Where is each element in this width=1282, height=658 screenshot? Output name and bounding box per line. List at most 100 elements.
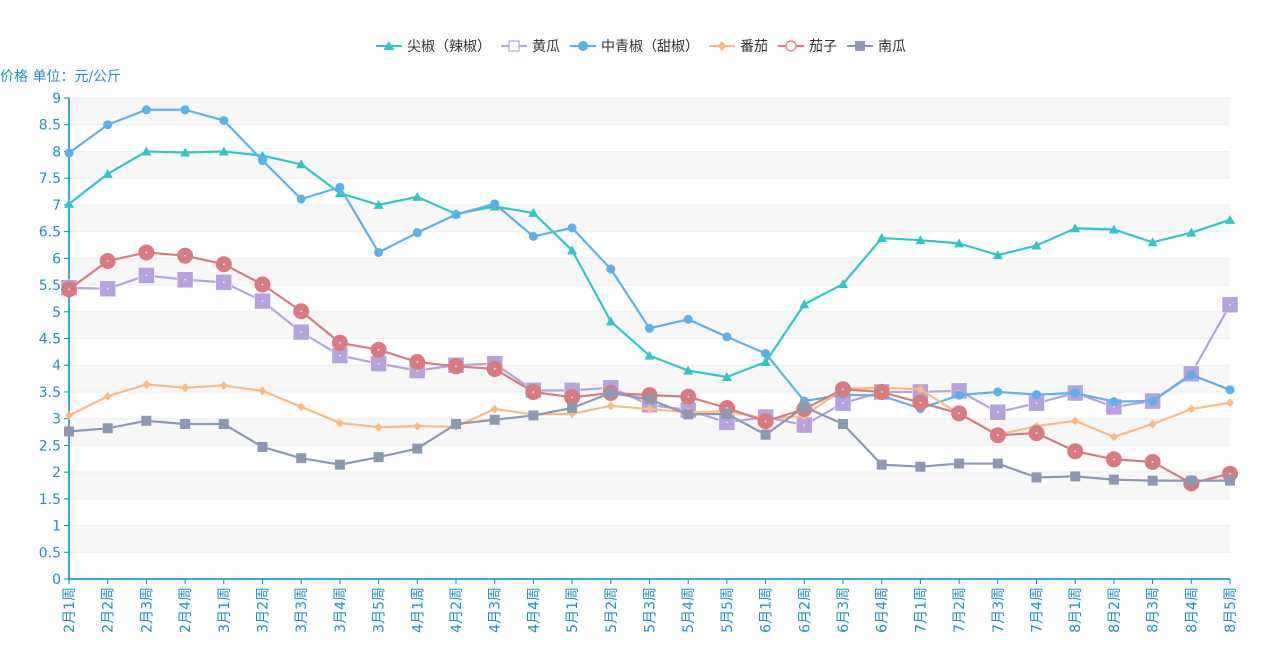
data-point (722, 332, 732, 342)
data-point (683, 409, 694, 420)
legend-item-4[interactable]: 番茄 (709, 36, 768, 56)
data-point (64, 198, 74, 208)
x-tick-label: 5月4周 (681, 587, 697, 633)
x-tick-label: 2月1周 (62, 587, 78, 633)
data-point (65, 410, 73, 420)
data-point (1031, 240, 1042, 250)
data-point (760, 429, 771, 440)
data-point (1147, 237, 1158, 247)
x-tick-label: 8月1周 (1068, 587, 1084, 633)
data-point (103, 391, 112, 401)
y-tick-label: 1.5 (39, 492, 61, 508)
data-point (567, 245, 578, 255)
x-axis-ticks: 2月1周 2月2周 2月3周 2月4周 3月1周 3月2周 3月3周 3月4周 3月5周 4月1周… (62, 579, 1239, 633)
data-point (1070, 223, 1081, 233)
data-point (916, 384, 925, 394)
data-point (915, 461, 926, 472)
data-point (528, 207, 539, 217)
series-1 (64, 146, 1235, 381)
data-point (645, 404, 654, 414)
data-point (528, 410, 539, 421)
data-point (954, 238, 965, 248)
y-tick-label: 3.5 (39, 385, 61, 401)
x-tick-label: 8月5周 (1223, 587, 1239, 633)
y-tick-label: 8.5 (39, 118, 61, 134)
data-point (993, 387, 1003, 397)
legend-item-6[interactable]: 南瓜 (847, 36, 906, 56)
y-tick-label: 5 (52, 305, 61, 321)
legend-item-3[interactable]: 中青椒（甜椒） (570, 36, 699, 56)
x-tick-label: 4月1周 (410, 587, 426, 633)
x-tick-label: 2月2周 (101, 587, 117, 633)
data-point (954, 390, 964, 400)
y-tick-label: 5.5 (39, 278, 61, 294)
x-tick-label: 4月4周 (526, 587, 542, 633)
x-tick-label: 3月1周 (217, 587, 233, 633)
data-point (1186, 227, 1197, 237)
x-tick-label: 3月3周 (294, 587, 310, 633)
y-tick-label: 7.5 (39, 171, 61, 187)
data-point (1108, 474, 1119, 485)
data-point (141, 105, 151, 115)
data-point (102, 168, 113, 178)
legend-label: 尖椒（辣椒） (407, 39, 491, 55)
legend-item-5[interactable]: 茄子 (778, 36, 837, 56)
data-point (1226, 398, 1234, 408)
x-tick-label: 5月3周 (643, 587, 659, 633)
data-point (296, 194, 306, 204)
chart-legend: 尖椒（辣椒） 黄瓜 中青椒（甜椒） 番茄 茄子 南瓜 (0, 36, 1282, 56)
y-tick-label: 4.5 (39, 332, 61, 348)
x-tick-label: 5月1周 (565, 587, 581, 633)
data-point (1070, 388, 1080, 398)
x-tick-label: 5月5周 (720, 587, 736, 633)
data-point (1225, 385, 1235, 395)
data-point (296, 453, 307, 464)
data-point (644, 394, 655, 405)
data-point (219, 381, 228, 391)
data-point (373, 199, 384, 209)
y-tick-label: 0.5 (39, 545, 61, 561)
data-point (876, 459, 887, 470)
y-tick-label: 3 (52, 412, 61, 428)
data-point (296, 159, 307, 169)
legend-label: 中青椒（甜椒） (601, 39, 699, 55)
x-tick-label: 6月4周 (875, 587, 891, 633)
data-point (373, 452, 384, 463)
data-point (180, 105, 190, 115)
data-point (374, 247, 384, 257)
legend-item-1[interactable]: 尖椒（辣椒） (376, 36, 491, 56)
data-point (644, 350, 655, 360)
data-point (1148, 419, 1157, 429)
data-point (876, 233, 887, 243)
data-point (838, 278, 848, 288)
data-point (451, 210, 461, 220)
data-point (103, 120, 113, 130)
data-point (992, 250, 1003, 260)
y-tick-label: 6.5 (39, 225, 61, 241)
data-point (218, 146, 229, 156)
legend-item-2[interactable]: 黄瓜 (501, 36, 560, 56)
y-tick-label: 2.5 (39, 438, 61, 454)
data-point (1031, 472, 1042, 483)
data-point (335, 418, 344, 428)
data-point (258, 386, 267, 396)
x-tick-label: 8月3周 (1146, 587, 1162, 633)
data-point (915, 235, 926, 245)
x-tick-label: 6月3周 (836, 587, 852, 633)
data-point (838, 419, 848, 430)
data-point (1187, 404, 1196, 414)
data-point (490, 404, 499, 414)
data-point (1147, 475, 1158, 486)
legend-label: 南瓜 (878, 39, 906, 55)
x-tick-label: 8月2周 (1107, 587, 1123, 633)
y-tick-label: 6 (52, 251, 61, 267)
data-point (1070, 471, 1081, 482)
x-tick-label: 3月4周 (333, 587, 349, 633)
data-point (1071, 416, 1080, 426)
legend-marker-icon (709, 41, 735, 51)
data-point (412, 443, 423, 454)
x-tick-label: 4月3周 (488, 587, 504, 633)
data-point (645, 323, 654, 333)
data-point (567, 223, 577, 233)
